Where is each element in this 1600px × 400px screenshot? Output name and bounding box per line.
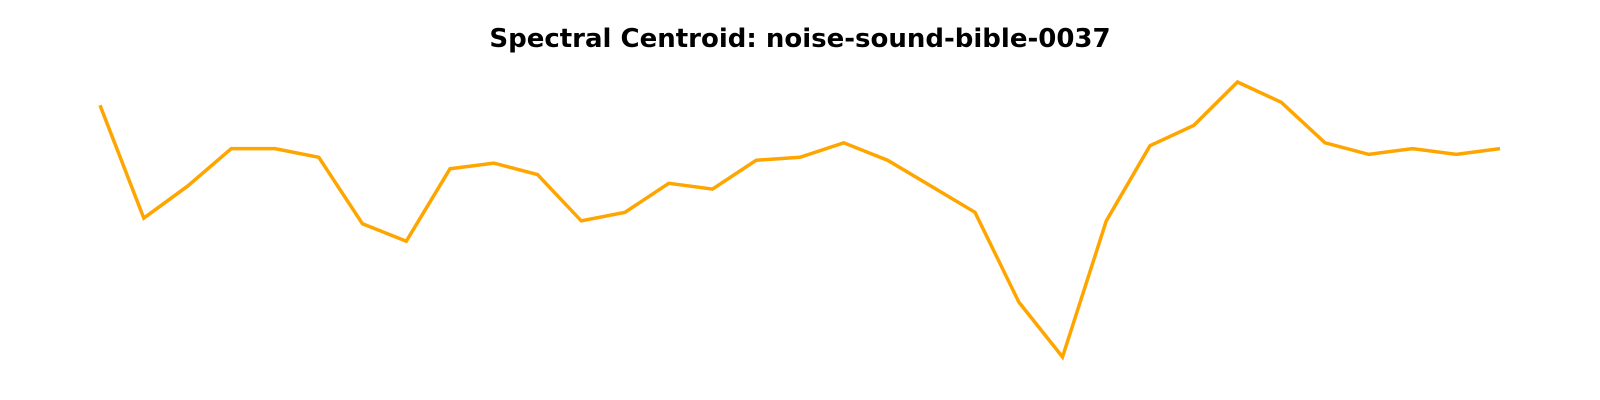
chart-title: Spectral Centroid: noise-sound-bible-003… (489, 24, 1111, 54)
series-line-0 (98, 79, 1501, 361)
